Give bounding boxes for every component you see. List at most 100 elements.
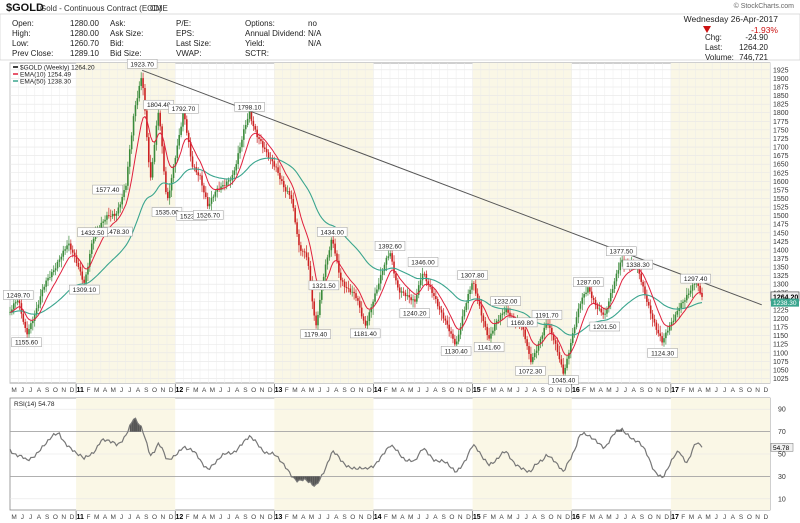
price-bar-body	[560, 359, 563, 365]
month-label: N	[755, 387, 760, 394]
rsi-oversold-fill	[314, 476, 317, 487]
month-label: M	[210, 387, 215, 394]
price-bar-body	[258, 137, 260, 140]
price-bar-body	[431, 286, 433, 294]
price-bar-body	[507, 308, 509, 313]
month-label: O	[152, 387, 157, 394]
price-bar-body	[33, 314, 36, 321]
price-bar-body	[71, 249, 74, 253]
price-bar-body	[338, 260, 340, 273]
price-bar-body	[372, 301, 374, 308]
quote-panel-frame	[0, 13, 800, 61]
quote-label: Chg:	[705, 33, 722, 42]
price-tick-label: 1850	[773, 93, 789, 100]
month-label: A	[499, 514, 504, 521]
annotation-label: 1798.10	[238, 104, 262, 111]
quote-label: P/E:	[176, 19, 191, 28]
price-bar-body	[168, 190, 171, 199]
month-label: A	[598, 387, 603, 394]
price-bar-body	[317, 315, 319, 326]
month-label: J	[21, 514, 24, 521]
price-bar-body	[189, 142, 192, 157]
price-bar-body	[440, 309, 443, 313]
month-label: M	[210, 514, 215, 521]
down-arrow-icon	[703, 26, 711, 33]
price-bar-body	[326, 257, 329, 265]
price-bar-body	[343, 281, 346, 287]
month-label: A	[334, 514, 339, 521]
year-label: 13	[275, 514, 283, 521]
annotation-box	[11, 337, 42, 347]
price-bar-body	[609, 293, 612, 302]
month-label: J	[525, 514, 528, 521]
price-bar-body	[239, 147, 241, 154]
month-label: D	[70, 387, 75, 394]
month-label: J	[516, 387, 519, 394]
price-bar-body	[263, 147, 266, 149]
price-bar-body	[339, 272, 342, 281]
price-bar-body	[324, 264, 327, 277]
month-label: J	[128, 387, 131, 394]
price-tick-label: 1200	[773, 316, 789, 323]
price-bar-body	[425, 273, 428, 282]
month-label: O	[53, 387, 58, 394]
price-bar-body	[651, 313, 654, 319]
month-label: A	[235, 514, 240, 521]
price-bar-body	[320, 287, 323, 300]
price-bar-body	[341, 280, 344, 282]
price-bar-body	[85, 274, 87, 283]
rsi-last-tag	[770, 443, 794, 452]
price-bar-body	[398, 287, 401, 293]
month-label: J	[120, 387, 123, 394]
price-bar-body	[492, 330, 494, 334]
price-bar-body	[383, 264, 386, 271]
month-label: F	[285, 514, 289, 521]
rsi-line	[9, 417, 703, 487]
price-bar-body	[649, 305, 652, 314]
month-label: J	[525, 387, 528, 394]
price-bar-body	[393, 261, 395, 274]
month-label: A	[731, 387, 736, 394]
price-bar-body	[505, 308, 507, 313]
annotation-label: 1338.30	[626, 262, 650, 269]
year-label: 11	[77, 514, 85, 521]
price-bar-body	[265, 148, 268, 153]
price-bar-body	[680, 303, 682, 309]
month-label: D	[565, 387, 570, 394]
annotation-box	[548, 375, 579, 385]
price-bar-body	[400, 291, 403, 293]
price-bar-body	[455, 341, 458, 345]
month-label: D	[664, 387, 669, 394]
price-bar-body	[554, 340, 557, 344]
price-tick-label: 1100	[773, 350, 788, 357]
price-bar-body	[292, 198, 295, 208]
month-label: A	[37, 514, 42, 521]
price-bar-body	[376, 289, 378, 294]
price-bar-body	[108, 215, 110, 217]
month-label: O	[449, 387, 454, 394]
price-bar-body	[556, 343, 559, 353]
price-bar-body	[298, 234, 300, 246]
legend-entry: EMA(50) 1238.30	[20, 79, 71, 86]
annotation-box	[440, 346, 472, 356]
price-bar-body	[56, 261, 59, 269]
month-label: F	[384, 514, 388, 521]
price-bar-body	[153, 144, 156, 162]
price-bar-body	[182, 113, 184, 127]
price-bar-body	[438, 306, 441, 310]
price-bar-body	[132, 116, 135, 136]
price-bar-body	[416, 294, 418, 302]
quote-value: N/A	[308, 29, 322, 38]
price-bar-body	[568, 352, 570, 359]
month-label: J	[318, 514, 321, 521]
annotation-label: 1045.40	[552, 378, 576, 385]
price-bar-body	[305, 252, 308, 258]
price-bar-body	[244, 125, 247, 130]
price-bar-body	[246, 118, 249, 126]
price-bar-body	[670, 322, 673, 326]
month-label: A	[136, 387, 141, 394]
price-tick-label: 1650	[773, 162, 789, 169]
month-label: F	[483, 387, 487, 394]
rsi-oversold-fill	[316, 476, 318, 485]
